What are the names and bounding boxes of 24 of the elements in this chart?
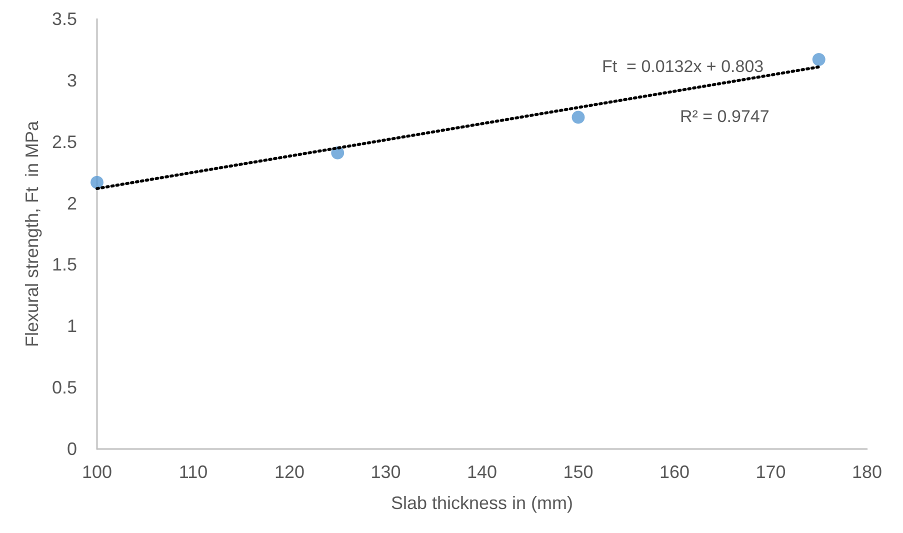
point — [90, 176, 104, 189]
x-tick-label: 180 — [852, 462, 882, 482]
x-tick-label: 130 — [370, 462, 401, 482]
y-tick-label: 3.5 — [52, 9, 77, 29]
annotation: Ft = 0.0132x + 0.803 — [602, 57, 764, 76]
y-tick-label: 1 — [66, 316, 77, 336]
point — [812, 53, 826, 66]
x-axis-title: Slab thickness in (mm) — [390, 493, 574, 513]
y-tick-label: 2.5 — [52, 132, 77, 152]
point — [572, 110, 585, 124]
y-tick-label: 2 — [66, 193, 77, 214]
x-tick-label: 140 — [466, 462, 498, 482]
y-tick-label: 1.5 — [52, 254, 77, 275]
x-tick-label: 120 — [274, 462, 305, 482]
annotation: R² = 0.9747 — [680, 107, 770, 126]
x-tick-label: 100 — [82, 462, 112, 482]
y-axis-title: Flexural strength, Ft in MPa — [22, 120, 42, 348]
y-tick-label: 3 — [66, 70, 77, 90]
x-tick-label: 170 — [756, 462, 786, 482]
y-tick-label: 0.5 — [52, 378, 77, 398]
x-tick-label: 110 — [178, 462, 208, 482]
x-tick-label: 160 — [659, 462, 690, 482]
y-tick-label: 0 — [66, 439, 77, 459]
x-tick-label: 150 — [563, 462, 594, 482]
